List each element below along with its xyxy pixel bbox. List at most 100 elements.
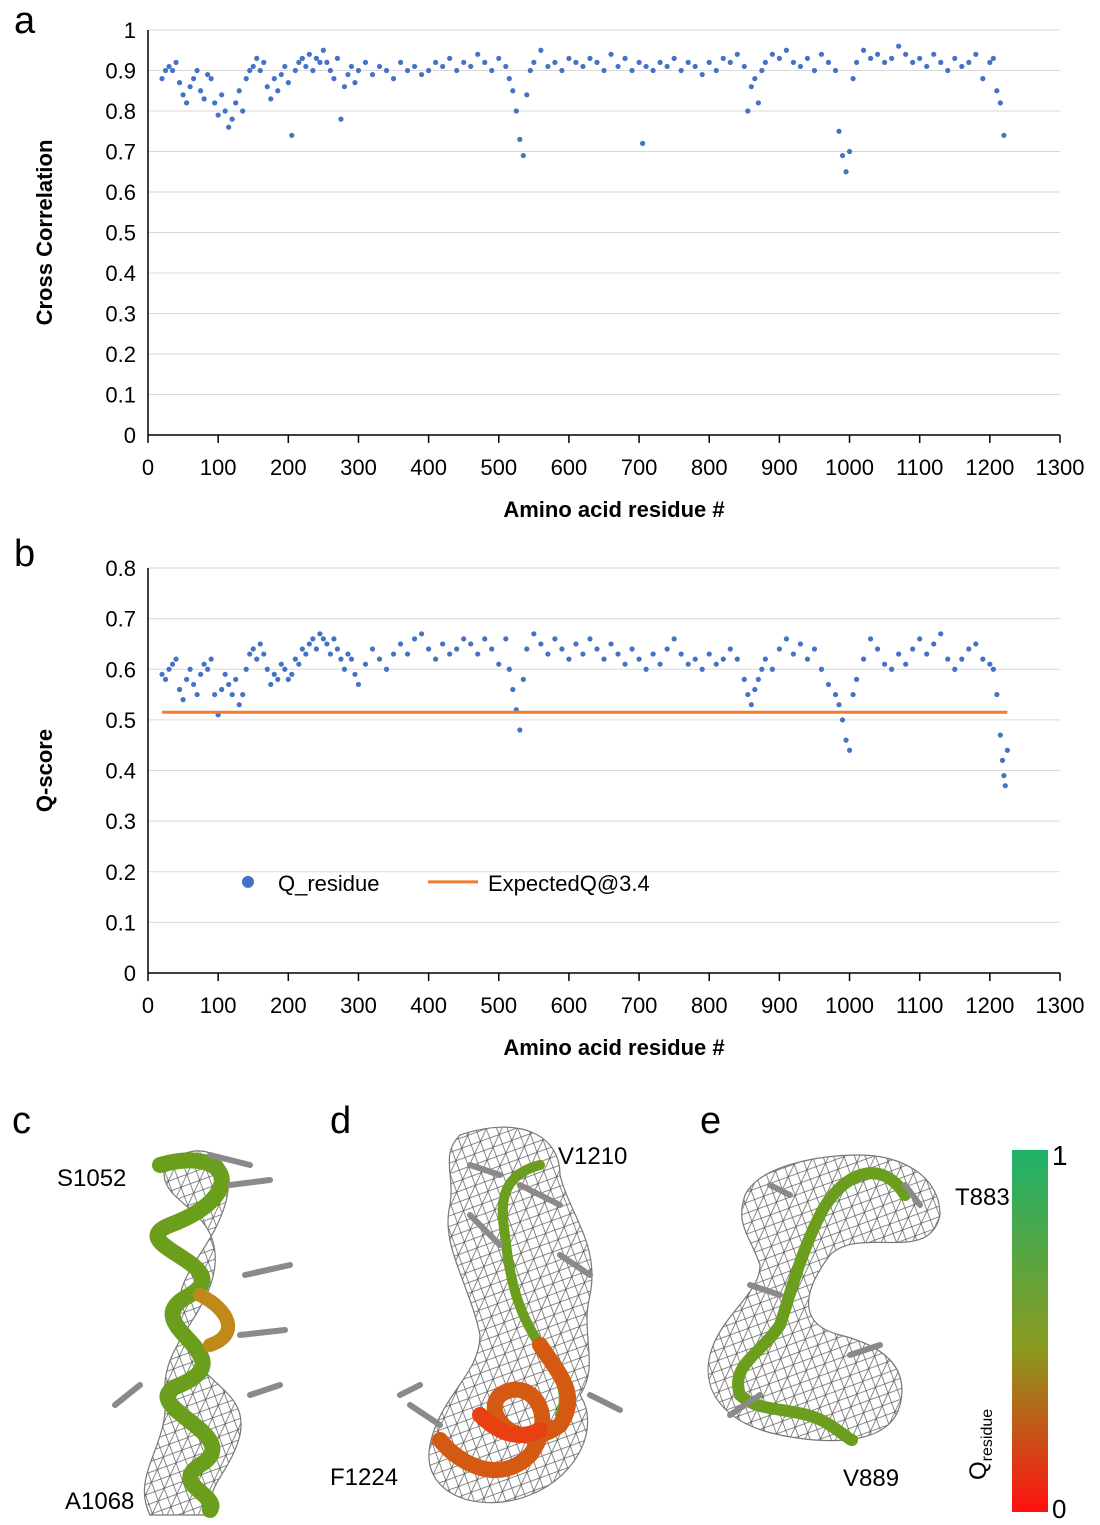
data-point bbox=[496, 661, 502, 667]
data-point bbox=[889, 666, 895, 672]
data-point bbox=[692, 63, 698, 70]
data-point bbox=[745, 108, 751, 114]
data-point bbox=[320, 636, 326, 642]
y-axis-title: Q-score bbox=[32, 729, 57, 812]
label-f1224: F1224 bbox=[330, 1464, 399, 1491]
data-point bbox=[832, 691, 839, 698]
label-s1052: S1052 bbox=[57, 1165, 127, 1192]
data-point bbox=[973, 641, 979, 647]
data-point bbox=[924, 63, 930, 70]
x-tick-label: 800 bbox=[691, 455, 728, 480]
data-point bbox=[201, 96, 207, 102]
x-tick-label: 100 bbox=[200, 455, 237, 480]
data-point bbox=[994, 88, 1000, 94]
data-point bbox=[503, 636, 509, 642]
data-point bbox=[699, 71, 705, 78]
data-point bbox=[917, 636, 923, 642]
data-point bbox=[959, 656, 965, 662]
y-tick-label: 0.8 bbox=[105, 99, 136, 124]
data-point bbox=[461, 59, 467, 65]
data-point bbox=[987, 59, 993, 65]
data-point bbox=[169, 661, 176, 667]
panel-letter-c: c bbox=[12, 1100, 31, 1142]
data-point bbox=[818, 666, 825, 672]
data-point bbox=[219, 686, 225, 693]
data-point bbox=[355, 681, 362, 688]
data-point bbox=[194, 691, 200, 698]
data-point bbox=[296, 59, 302, 65]
data-point bbox=[345, 651, 351, 657]
data-point bbox=[299, 55, 305, 61]
data-point bbox=[198, 88, 204, 94]
data-point bbox=[850, 691, 856, 698]
data-point bbox=[331, 76, 337, 82]
data-point bbox=[580, 63, 586, 70]
data-point bbox=[313, 55, 319, 61]
data-point bbox=[748, 84, 754, 90]
data-point bbox=[875, 51, 881, 57]
data-point bbox=[727, 59, 733, 65]
data-point bbox=[183, 676, 190, 682]
data-point bbox=[999, 757, 1006, 763]
q-score-chart: 0 0.1 0.2 0.3 0.4 0.5 0.6 0.7 0.8 0 100 200 300 400 50… bbox=[32, 556, 1084, 1060]
data-point bbox=[846, 747, 853, 753]
data-point bbox=[804, 55, 811, 61]
data-point bbox=[226, 681, 232, 688]
data-point bbox=[306, 51, 312, 57]
data-point bbox=[804, 656, 811, 662]
legend-label-expected-q: ExpectedQ@3.4 bbox=[488, 871, 650, 896]
data-point bbox=[173, 59, 179, 65]
x-tick-label: 300 bbox=[340, 993, 377, 1018]
data-point bbox=[917, 55, 923, 61]
x-tick-label: 1200 bbox=[965, 455, 1014, 480]
x-tick-label: 1100 bbox=[896, 993, 943, 1018]
y-tick-label: 0.3 bbox=[105, 302, 136, 327]
data-point bbox=[426, 646, 432, 652]
data-point bbox=[205, 666, 211, 672]
data-point bbox=[320, 47, 326, 53]
data-point bbox=[713, 661, 719, 667]
data-point bbox=[324, 59, 330, 65]
data-point bbox=[594, 646, 600, 652]
data-point bbox=[839, 152, 846, 159]
data-point bbox=[261, 651, 267, 657]
data-point bbox=[390, 76, 397, 82]
data-point bbox=[404, 651, 411, 657]
data-point bbox=[759, 67, 765, 74]
data-point bbox=[882, 59, 888, 65]
data-point bbox=[513, 108, 519, 114]
data-point bbox=[475, 51, 481, 57]
label-v889: V889 bbox=[843, 1465, 900, 1492]
data-point bbox=[692, 656, 698, 662]
data-point bbox=[303, 63, 309, 70]
y-tick-label: 0.2 bbox=[105, 860, 136, 885]
data-point bbox=[268, 681, 274, 688]
data-point bbox=[338, 116, 344, 122]
y-tick-label: 0 bbox=[124, 423, 136, 448]
y-tick-label: 0.8 bbox=[105, 556, 136, 581]
data-point bbox=[657, 661, 663, 667]
data-point bbox=[310, 636, 316, 642]
data-point bbox=[643, 666, 649, 672]
data-point bbox=[257, 641, 263, 647]
data-point bbox=[285, 676, 291, 682]
data-point bbox=[397, 641, 404, 647]
data-point bbox=[345, 71, 351, 78]
data-point bbox=[506, 666, 512, 672]
data-point bbox=[317, 59, 323, 65]
data-point bbox=[348, 63, 355, 70]
data-point bbox=[818, 51, 825, 57]
data-point bbox=[931, 51, 937, 57]
data-point bbox=[945, 656, 951, 662]
panel-letter-d: d bbox=[330, 1100, 352, 1142]
data-point bbox=[520, 152, 526, 159]
data-point bbox=[720, 55, 726, 61]
data-point bbox=[990, 55, 996, 61]
data-point bbox=[797, 63, 804, 70]
y-tick-label: 0.2 bbox=[105, 342, 136, 367]
data-point bbox=[208, 76, 214, 82]
data-point bbox=[212, 100, 218, 106]
data-point bbox=[264, 666, 270, 672]
x-tick-label: 1000 bbox=[825, 455, 874, 480]
data-point bbox=[762, 59, 768, 65]
